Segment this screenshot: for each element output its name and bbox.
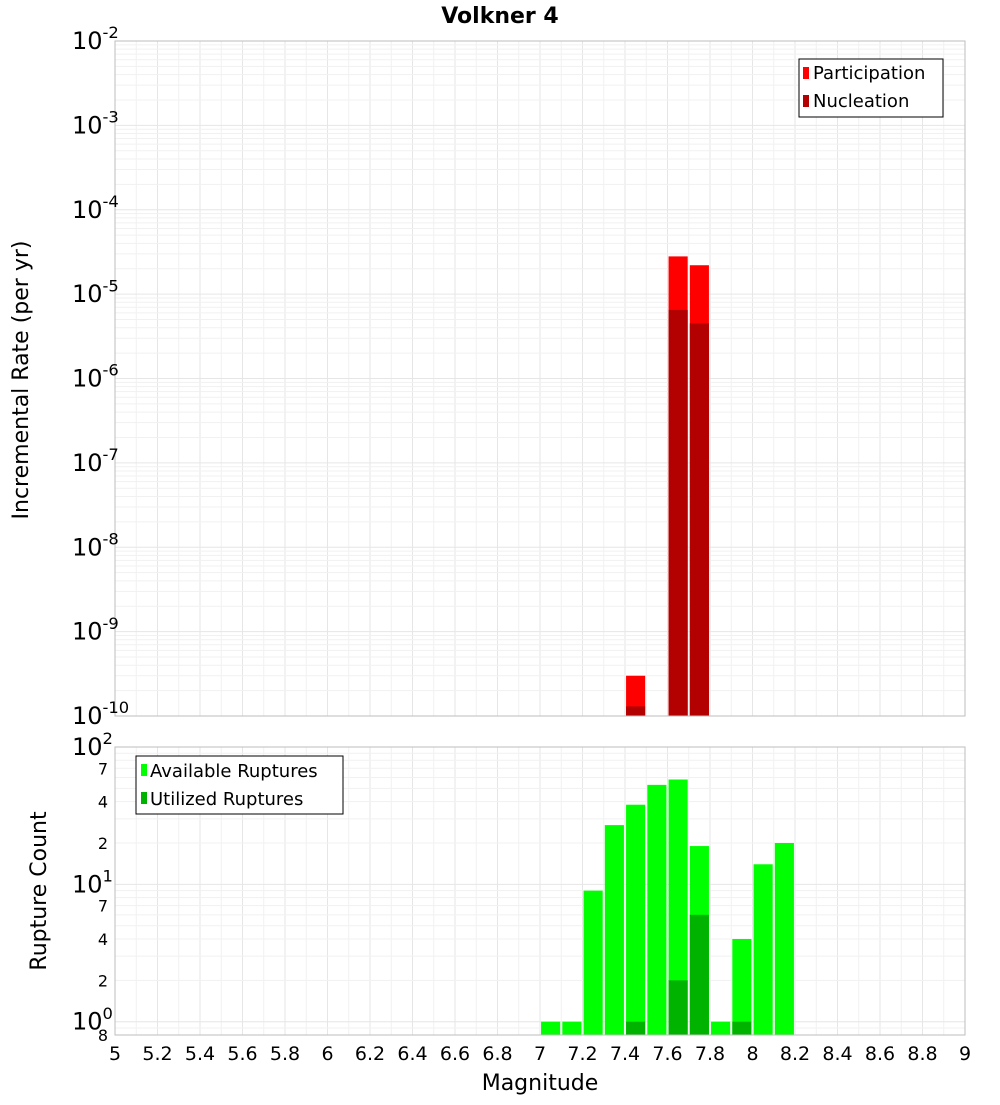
x-tick-label: 7 <box>534 1043 546 1065</box>
top-legend: Participation Nucleation <box>798 58 944 118</box>
bottom-bar-available-ruptures <box>583 890 603 1035</box>
x-tick-label: 7.2 <box>567 1043 597 1065</box>
x-tick-label: 6.6 <box>440 1043 470 1065</box>
bottom-y-major-label: 102 <box>72 729 113 761</box>
bottom-bar-available-ruptures <box>711 1021 731 1035</box>
x-tick-label: 5.8 <box>270 1043 300 1065</box>
top-y-tick-label: 10-6 <box>72 361 119 393</box>
bottom-y-minor-label: 7 <box>98 759 108 778</box>
bottom-legend: Available Ruptures Utilized Ruptures <box>135 755 344 815</box>
top-y-axis-label: Incremental Rate (per yr) <box>9 241 34 520</box>
bottom-y-minor-label: 4 <box>98 793 108 812</box>
top-y-tick-label: 10-5 <box>72 276 119 308</box>
x-tick-label: 6 <box>321 1043 333 1065</box>
top-y-tick-label: 10-8 <box>72 529 119 561</box>
x-axis-label: Magnitude <box>482 1071 599 1096</box>
legend-label-nucleation: Nucleation <box>813 91 909 112</box>
bottom-frame <box>114 746 966 1036</box>
x-tick-label: 8.4 <box>822 1043 852 1065</box>
x-tick-label: 5.4 <box>185 1043 215 1065</box>
x-tick-label: 6.8 <box>482 1043 512 1065</box>
bottom-y-minor-label: 8 <box>98 1026 108 1045</box>
x-tick-label: 8.8 <box>907 1043 937 1065</box>
bottom-bar-utilized-ruptures <box>626 1021 646 1035</box>
top-plot-area: 10-10 10-9 10-8 10-7 10-6 10-5 10-4 10-3 10-2 <box>72 23 966 730</box>
x-tick-label: 7.8 <box>695 1043 725 1065</box>
top-bar-nucleation <box>626 706 646 716</box>
legend-swatch-utilized-ruptures <box>141 792 147 804</box>
bottom-y-minor-label: 4 <box>98 930 108 949</box>
x-tick-label: 5.2 <box>142 1043 172 1065</box>
top-y-tick-label: 10-10 <box>72 698 129 730</box>
x-tick-label: 7.6 <box>652 1043 682 1065</box>
bottom-bar-utilized-ruptures <box>732 1021 752 1035</box>
top-bar-nucleation <box>689 323 709 716</box>
bottom-legend-box <box>135 755 344 815</box>
bottom-bar-available-ruptures <box>604 825 624 1035</box>
x-tick-label: 6.4 <box>397 1043 427 1065</box>
x-tick-label: 5 <box>109 1043 121 1065</box>
top-bar-participation <box>626 675 646 716</box>
legend-swatch-participation <box>803 67 809 79</box>
x-tick-label: 7.4 <box>610 1043 640 1065</box>
bottom-bar-utilized-ruptures <box>689 914 709 1035</box>
top-frame <box>114 40 966 717</box>
bottom-bar-available-ruptures <box>753 864 773 1035</box>
legend-label-participation: Participation <box>813 63 925 84</box>
x-tick-label: 8.2 <box>780 1043 810 1065</box>
bottom-bar-available-ruptures <box>732 939 752 1035</box>
bottom-y-major-label: 101 <box>72 867 113 899</box>
bottom-bar-available-ruptures <box>668 779 688 1035</box>
top-y-tick-label: 10-7 <box>72 445 119 477</box>
bottom-y-axis-label: Rupture Count <box>27 811 52 971</box>
bottom-bar-utilized-ruptures <box>668 980 688 1035</box>
bottom-bar-available-ruptures <box>562 1021 582 1035</box>
bottom-y-minor-label: 2 <box>98 834 108 853</box>
top-legend-box <box>798 58 944 118</box>
bottom-y-minor-label: 7 <box>98 897 108 916</box>
legend-swatch-available-ruptures <box>141 764 147 776</box>
bottom-bar-available-ruptures <box>626 804 646 1035</box>
x-tick-label: 5.6 <box>227 1043 257 1065</box>
legend-label-utilized-ruptures: Utilized Ruptures <box>150 789 303 810</box>
top-bar-nucleation <box>668 309 688 716</box>
legend-label-available-ruptures: Available Ruptures <box>150 761 318 782</box>
top-y-tick-label: 10-3 <box>72 108 119 140</box>
bottom-y-major-label: 100 <box>72 1004 113 1036</box>
top-y-tick-label: 10-9 <box>72 614 119 646</box>
legend-swatch-nucleation <box>803 95 809 107</box>
bottom-bar-available-ruptures <box>774 843 794 1035</box>
x-tick-label: 6.2 <box>355 1043 385 1065</box>
x-tick-label: 9 <box>959 1043 971 1065</box>
x-tick-label: 8 <box>746 1043 758 1065</box>
top-y-tick-label: 10-4 <box>72 192 119 224</box>
top-y-tick-label: 10-2 <box>72 23 119 55</box>
bottom-y-minor-label: 2 <box>98 971 108 990</box>
bottom-bar-available-ruptures <box>647 784 667 1035</box>
chart-title: Volkner 4 <box>441 4 559 29</box>
x-tick-label: 8.6 <box>865 1043 895 1065</box>
bottom-bar-available-ruptures <box>541 1021 561 1035</box>
